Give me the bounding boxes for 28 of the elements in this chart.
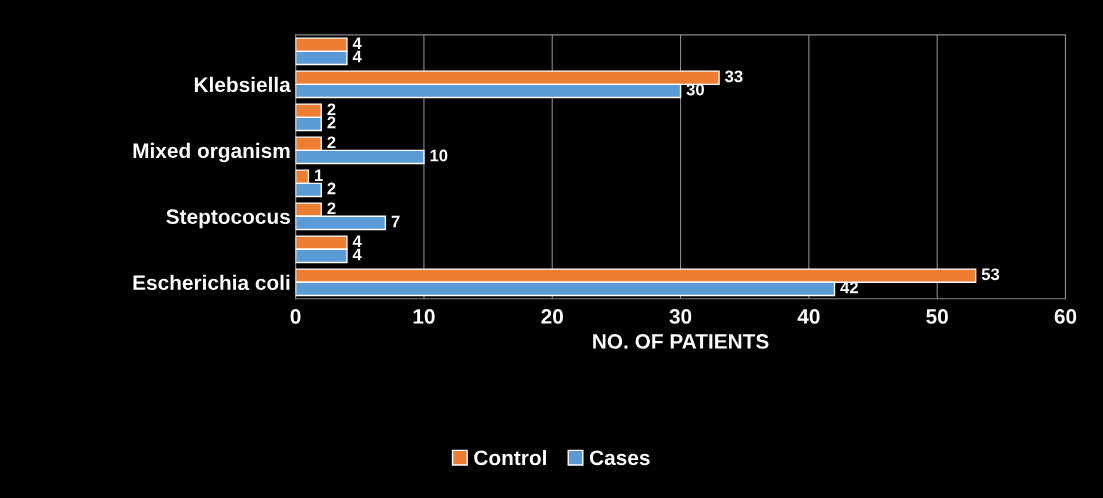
data-label: 2 — [327, 103, 336, 116]
data-label: 4 — [352, 37, 362, 50]
y-tick-label: Steptococus — [166, 209, 290, 229]
data-label: 2 — [327, 136, 336, 149]
data-label: 10 — [430, 149, 448, 162]
data-label: 7 — [391, 215, 400, 228]
y-tick-label: Klebsiella — [194, 76, 291, 93]
data-label: 1 — [315, 169, 323, 182]
data-label: 53 — [981, 268, 1000, 281]
x-tick-label: 30 — [669, 309, 692, 324]
legend-label: Cases — [589, 450, 650, 466]
x-axis-title: NO. OF PATIENTS — [593, 334, 769, 349]
x-tick-label: 60 — [1054, 309, 1077, 324]
data-label: 4 — [352, 50, 362, 63]
x-tick-label: 50 — [926, 309, 948, 324]
y-tick-label: Mixed organism — [133, 142, 290, 163]
x-tick-label: 20 — [541, 309, 563, 324]
x-tick-label: 0 — [290, 309, 301, 324]
data-label: 2 — [327, 182, 336, 195]
data-label: 4 — [352, 235, 362, 248]
data-label: 4 — [352, 248, 362, 261]
data-label: 33 — [724, 70, 743, 83]
x-tick-label: 40 — [797, 309, 820, 324]
data-label: 2 — [327, 202, 336, 215]
y-tick-label: Escherichia coli — [133, 274, 290, 291]
x-tick-label: 10 — [413, 309, 435, 324]
legend-label: Control — [474, 449, 546, 466]
data-label: 2 — [327, 116, 336, 129]
